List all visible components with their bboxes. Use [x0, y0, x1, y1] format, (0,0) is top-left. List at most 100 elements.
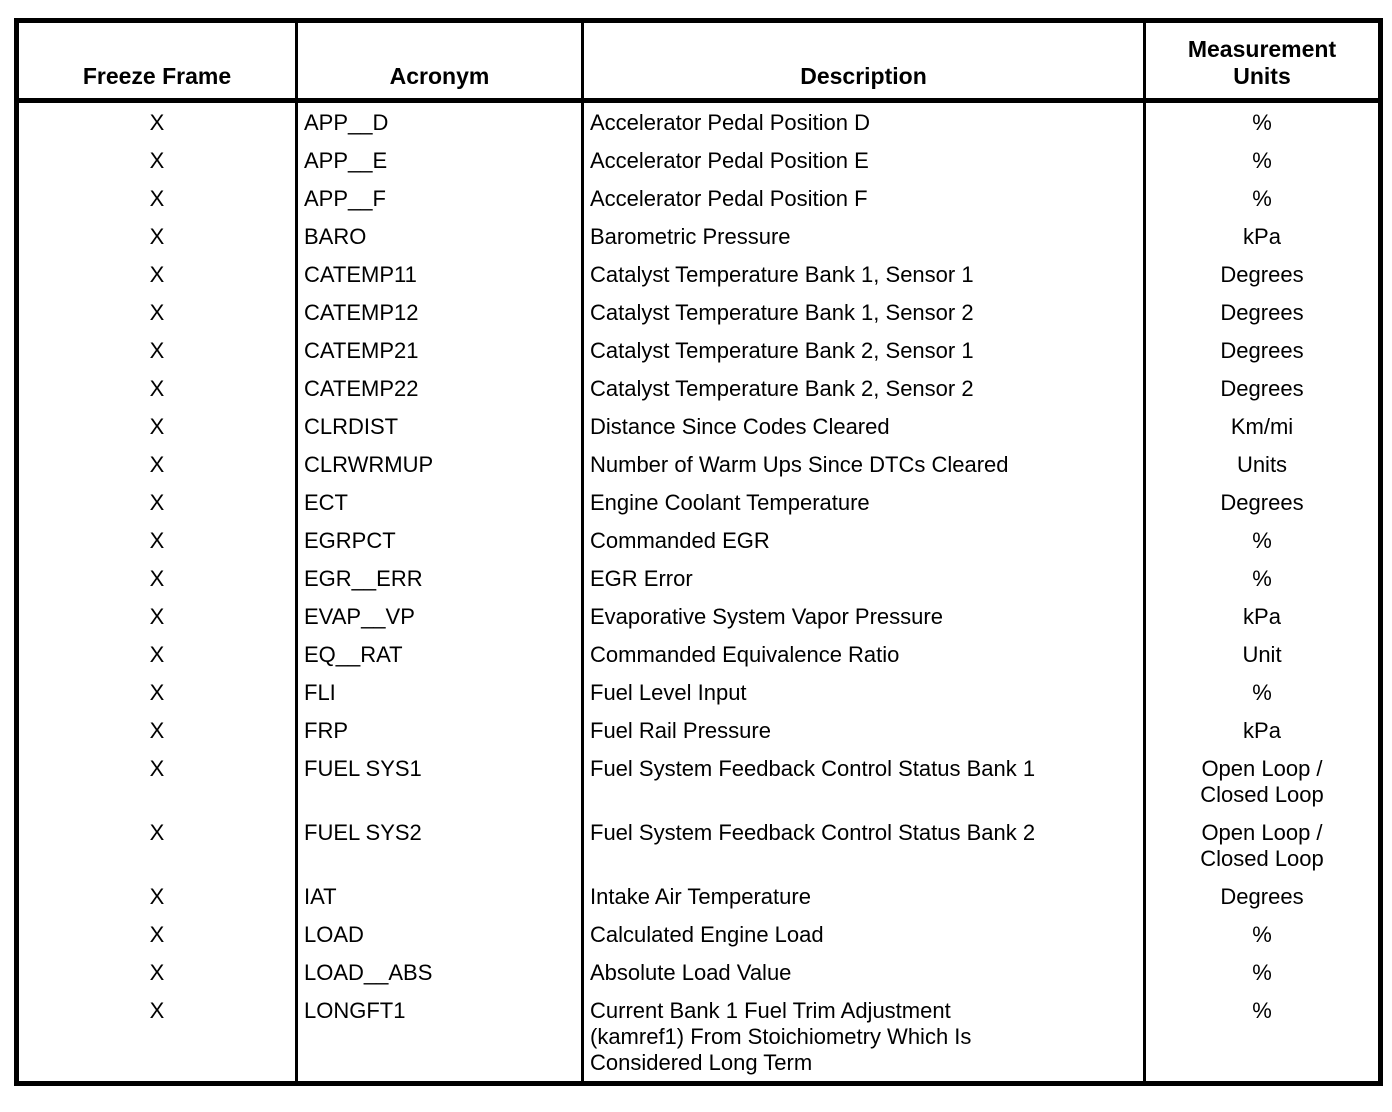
description-cell: Commanded Equivalence Ratio	[581, 635, 1146, 673]
freeze-frame-cell: X	[15, 179, 298, 217]
table-row: X CLRDIST Distance Since Codes Cleared Km/m…	[15, 407, 1382, 445]
acronym-cell: CATEMP12	[295, 293, 584, 331]
acronym-cell: EGRPCT	[295, 521, 584, 559]
freeze-frame-cell: X	[15, 100, 298, 141]
acronym-cell: CATEMP22	[295, 369, 584, 407]
acronym-cell: LONGFT1	[295, 991, 584, 1084]
acronym-cell: APP__E	[295, 141, 584, 179]
description-cell: Engine Coolant Temperature	[581, 483, 1146, 521]
units-cell: Degrees	[1143, 293, 1382, 331]
freeze-frame-cell: X	[15, 293, 298, 331]
description-cell: Accelerator Pedal Position E	[581, 141, 1146, 179]
table-row: X APP__D Accelerator Pedal Position D%	[15, 100, 1382, 141]
table-row: X LOAD__ABS Absolute Load Value%	[15, 953, 1382, 991]
header-row: Freeze Frame Acronym Description Measure…	[15, 20, 1382, 103]
table-body: X APP__D Accelerator Pedal Position D% X APP…	[15, 100, 1382, 1084]
units-cell: %	[1143, 521, 1382, 559]
units-cell: Degrees	[1143, 483, 1382, 521]
acronym-cell: LOAD__ABS	[295, 953, 584, 991]
column-header-measurement-units: Measurement Units	[1143, 20, 1382, 103]
freeze-frame-cell: X	[15, 813, 298, 877]
table-row: X ECT Engine Coolant Temperature Degrees	[15, 483, 1382, 521]
units-cell: kPa	[1143, 217, 1382, 255]
acronym-cell: EVAP__VP	[295, 597, 584, 635]
table-row: X CATEMP11 Catalyst Temperature Bank 1, Se…	[15, 255, 1382, 293]
acronym-cell: CATEMP21	[295, 331, 584, 369]
freeze-frame-cell: X	[15, 407, 298, 445]
units-cell: Open Loop / Closed Loop	[1143, 749, 1382, 813]
description-cell: Catalyst Temperature Bank 2, Sensor 2	[581, 369, 1146, 407]
table-row: X CATEMP21 Catalyst Temperature Bank 2, Se…	[15, 331, 1382, 369]
table-row: X FUEL SYS1 Fuel System Feedback Control S…	[15, 749, 1382, 813]
units-cell: Units	[1143, 445, 1382, 483]
freeze-frame-cell: X	[15, 521, 298, 559]
units-cell: %	[1143, 100, 1382, 141]
acronym-cell: FLI	[295, 673, 584, 711]
freeze-frame-cell: X	[15, 711, 298, 749]
table-header: Freeze Frame Acronym Description Measure…	[15, 20, 1382, 103]
acronym-cell: EQ__RAT	[295, 635, 584, 673]
units-cell: %	[1143, 953, 1382, 991]
freeze-frame-cell: X	[15, 597, 298, 635]
description-cell: Accelerator Pedal Position F	[581, 179, 1146, 217]
freeze-frame-cell: X	[15, 483, 298, 521]
acronym-cell: APP__D	[295, 100, 584, 141]
table-row: X EGRPCT Commanded EGR%	[15, 521, 1382, 559]
description-cell: Fuel Rail Pressure	[581, 711, 1146, 749]
table-row: X CATEMP22 Catalyst Temperature Bank 2, Se…	[15, 369, 1382, 407]
description-cell: Fuel Level Input	[581, 673, 1146, 711]
freeze-frame-table: Freeze Frame Acronym Description Measure…	[14, 18, 1383, 1086]
acronym-cell: FUEL SYS2	[295, 813, 584, 877]
table-row: X FUEL SYS2 Fuel System Feedback Control S…	[15, 813, 1382, 877]
freeze-frame-cell: X	[15, 953, 298, 991]
units-cell: %	[1143, 915, 1382, 953]
units-cell: Open Loop / Closed Loop	[1143, 813, 1382, 877]
acronym-cell: ECT	[295, 483, 584, 521]
units-cell: Degrees	[1143, 331, 1382, 369]
units-cell: %	[1143, 559, 1382, 597]
description-cell: Absolute Load Value	[581, 953, 1146, 991]
description-cell: Catalyst Temperature Bank 1, Sensor 1	[581, 255, 1146, 293]
acronym-cell: BARO	[295, 217, 584, 255]
units-cell: %	[1143, 991, 1382, 1084]
freeze-frame-cell: X	[15, 991, 298, 1084]
freeze-frame-cell: X	[15, 635, 298, 673]
acronym-cell: IAT	[295, 877, 584, 915]
table-row: X APP__E Accelerator Pedal Position E%	[15, 141, 1382, 179]
units-cell: Degrees	[1143, 877, 1382, 915]
units-cell: %	[1143, 179, 1382, 217]
acronym-cell: EGR__ERR	[295, 559, 584, 597]
acronym-cell: LOAD	[295, 915, 584, 953]
table-row: X CLRWRMUP Number of Warm Ups Since DTCs C…	[15, 445, 1382, 483]
freeze-frame-cell: X	[15, 445, 298, 483]
description-cell: EGR Error	[581, 559, 1146, 597]
description-cell: Number of Warm Ups Since DTCs Cleared	[581, 445, 1146, 483]
table-row: X FLI Fuel Level Input%	[15, 673, 1382, 711]
acronym-cell: CATEMP11	[295, 255, 584, 293]
freeze-frame-cell: X	[15, 331, 298, 369]
units-cell: kPa	[1143, 711, 1382, 749]
table-row: X LONGFT1 Current Bank 1 Fuel Trim Adjustm…	[15, 991, 1382, 1084]
description-cell: Barometric Pressure	[581, 217, 1146, 255]
acronym-cell: CLRDIST	[295, 407, 584, 445]
column-header-acronym: Acronym	[295, 20, 584, 103]
description-cell: Intake Air Temperature	[581, 877, 1146, 915]
table-row: X EGR__ERR EGR Error%	[15, 559, 1382, 597]
freeze-frame-cell: X	[15, 915, 298, 953]
freeze-frame-cell: X	[15, 369, 298, 407]
freeze-frame-cell: X	[15, 217, 298, 255]
units-cell: %	[1143, 141, 1382, 179]
description-cell: Calculated Engine Load	[581, 915, 1146, 953]
acronym-cell: CLRWRMUP	[295, 445, 584, 483]
acronym-cell: FRP	[295, 711, 584, 749]
description-cell: Fuel System Feedback Control Status Bank…	[581, 813, 1146, 877]
description-cell: Catalyst Temperature Bank 2, Sensor 1	[581, 331, 1146, 369]
units-cell: Degrees	[1143, 369, 1382, 407]
table-row: X CATEMP12 Catalyst Temperature Bank 1, Se…	[15, 293, 1382, 331]
units-cell: kPa	[1143, 597, 1382, 635]
acronym-cell: APP__F	[295, 179, 584, 217]
description-cell: Current Bank 1 Fuel Trim Adjustment (kam…	[581, 991, 1146, 1084]
freeze-frame-cell: X	[15, 559, 298, 597]
units-cell: %	[1143, 673, 1382, 711]
